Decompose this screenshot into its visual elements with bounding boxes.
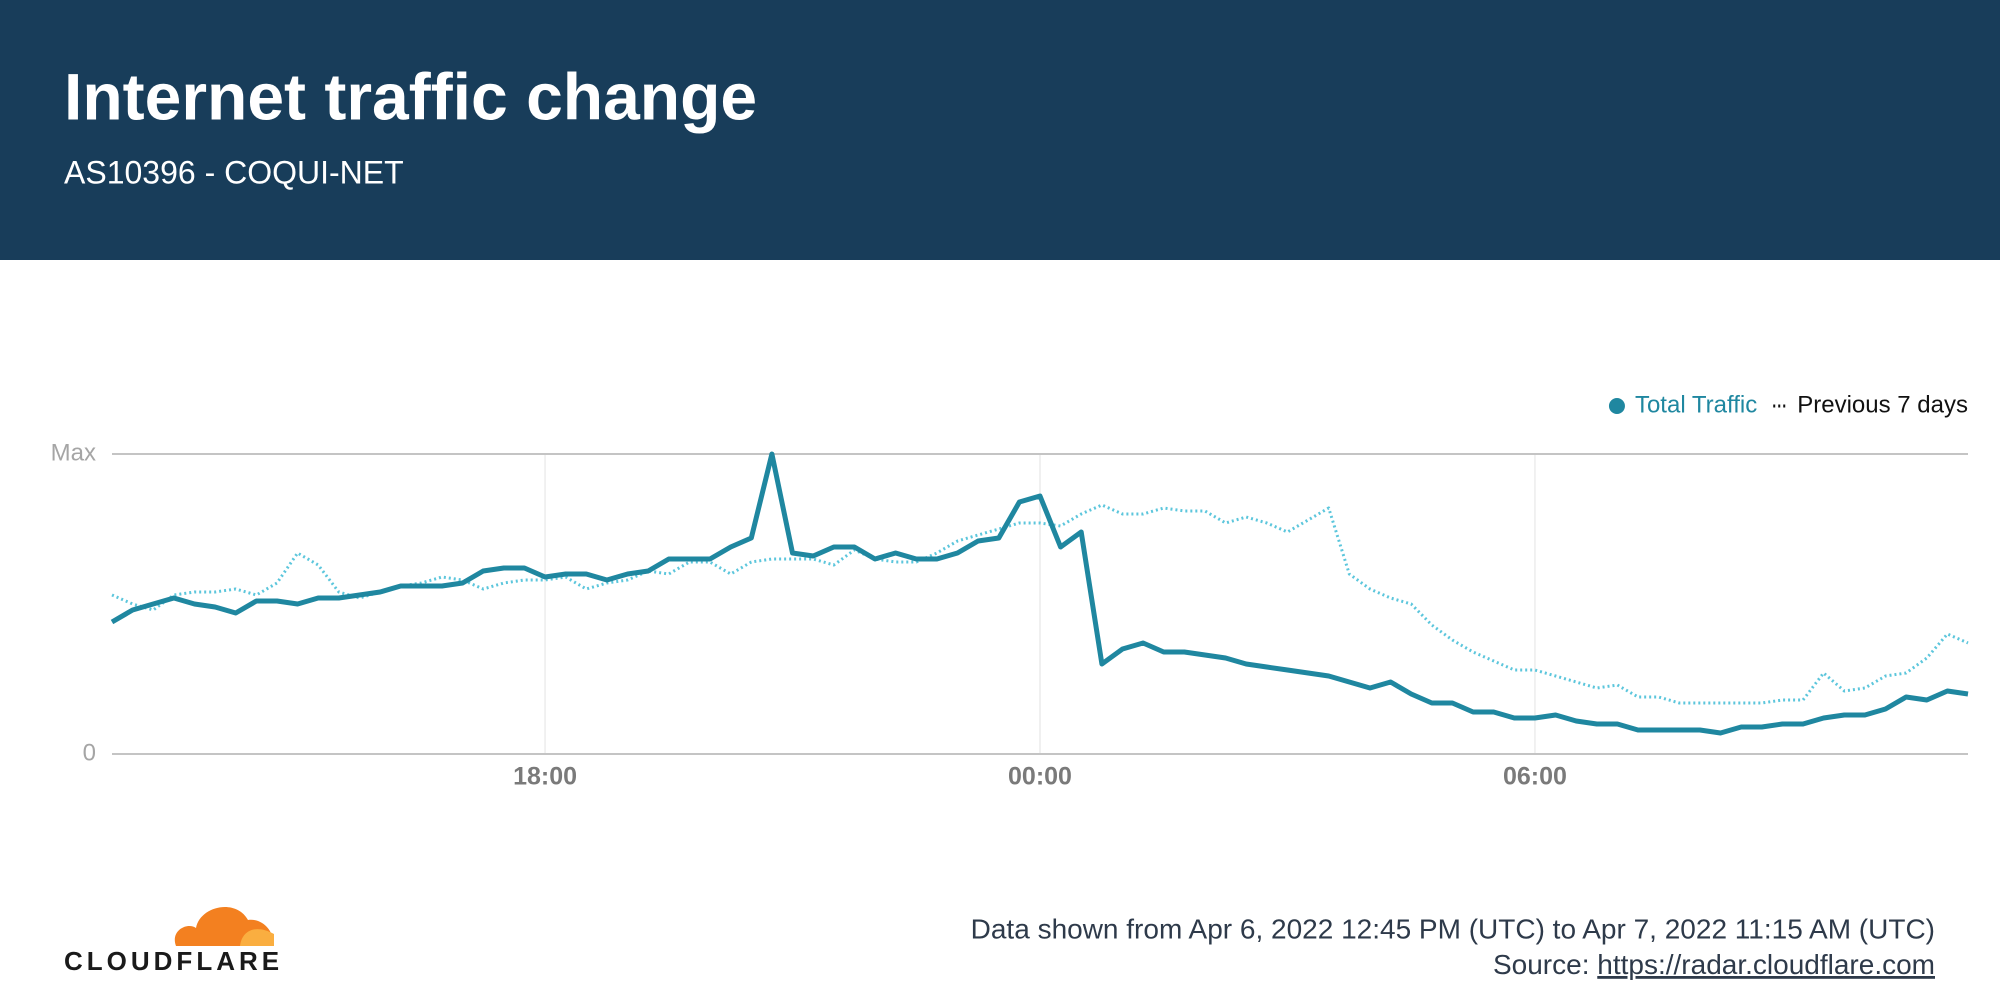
y-tick-label: Max bbox=[51, 439, 96, 466]
subtitle: AS10396 - COQUI-NET bbox=[64, 154, 404, 190]
logo-cloud-light bbox=[240, 929, 274, 946]
source: Source: https://radar.cloudflare.com bbox=[1493, 949, 1935, 980]
date-range: Data shown from Apr 6, 2022 12:45 PM (UT… bbox=[971, 913, 1935, 944]
x-tick-label: 18:00 bbox=[513, 763, 577, 791]
title: Internet traffic change bbox=[64, 59, 757, 133]
source-label: Source: bbox=[1493, 949, 1590, 980]
series-line bbox=[110, 451, 1969, 736]
header-band bbox=[0, 0, 2000, 260]
logo-text: CLOUDFLARE bbox=[64, 946, 283, 976]
legend-label: Total Traffic bbox=[1635, 391, 1757, 418]
chart: 18:00 00:00 06:00 0 Max Previous 7 days Total … bbox=[51, 391, 1969, 791]
x-tick-label: 06:00 bbox=[1503, 763, 1567, 791]
legend-swatch bbox=[1608, 398, 1625, 414]
legend-label: Previous 7 days bbox=[1797, 391, 1968, 418]
source-link[interactable]: https://radar.cloudflare.com bbox=[1597, 949, 1935, 980]
y-tick-label: 0 bbox=[83, 739, 96, 766]
x-tick-label: 00:00 bbox=[1008, 763, 1072, 791]
logo: CLOUDFLARE bbox=[64, 906, 283, 976]
legend: Previous 7 days Total Traffic bbox=[1608, 391, 1968, 418]
series-line bbox=[111, 503, 1969, 705]
